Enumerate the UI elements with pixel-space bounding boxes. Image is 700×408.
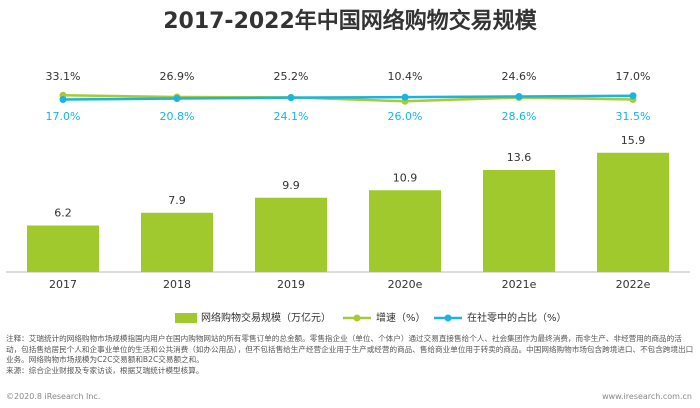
line (62, 94, 634, 101)
data-label: 28.6% (502, 110, 537, 123)
data-label: 26.0% (388, 110, 423, 123)
source: 来源：综合企业财报及专家访谈，根据艾瑞统计模型核算。 (6, 365, 204, 375)
note: 注释：艾瑞统计的网络购物市场规模指国内用户在国内购物网站的所有零售订单的总金额。… (6, 334, 694, 365)
bar (369, 190, 441, 272)
x-tick-label: 2018 (163, 278, 191, 291)
data-label: 10.4% (388, 70, 423, 83)
bar (255, 197, 327, 272)
bar (27, 225, 99, 272)
line-marker (287, 94, 295, 102)
legend-swatch (175, 313, 197, 323)
line (62, 94, 634, 103)
legend-label: 在社零中的占比（%） (467, 311, 567, 324)
legend-label: 网络购物交易规模（万亿元） (201, 311, 331, 324)
website: www.iresearch.com.cn (602, 392, 692, 401)
bar (597, 152, 669, 272)
line-marker (59, 96, 67, 104)
legend-label: 增速（%） (376, 311, 426, 324)
line-marker (515, 92, 523, 100)
data-label: 24.1% (274, 110, 309, 123)
data-label: 9.9 (282, 179, 300, 192)
x-tick-label: 2021e (502, 278, 537, 291)
x-tick-label: 2022e (616, 278, 651, 291)
copyright: ©2020.8 iResearch Inc. (6, 392, 101, 401)
line-marker (629, 92, 637, 100)
data-label: 26.9% (160, 70, 195, 83)
chart-title: 2017-2022年中国网络购物交易规模 (163, 8, 538, 34)
data-label: 25.2% (274, 70, 309, 83)
x-tick-label: 2017 (49, 278, 77, 291)
data-label: 20.8% (160, 110, 195, 123)
x-tick-label: 2019 (277, 278, 305, 291)
data-label: 10.9 (393, 171, 418, 184)
data-label: 24.6% (502, 70, 537, 83)
bar (141, 212, 213, 272)
data-label: 31.5% (616, 110, 651, 123)
line-marker (401, 93, 409, 101)
data-label: 17.0% (46, 110, 81, 123)
x-tick-label: 2020e (388, 278, 423, 291)
legend-swatch (444, 314, 452, 322)
chart: 2017-2022年中国网络购物交易规模 2017 2018 2019 2020e 20… (6, 8, 690, 324)
line-marker (173, 95, 181, 103)
data-label: 17.0% (616, 70, 651, 83)
data-label: 13.6 (507, 151, 532, 164)
legend-swatch (353, 314, 361, 322)
data-label: 15.9 (621, 134, 646, 147)
data-label: 7.9 (168, 194, 186, 207)
bar (483, 170, 555, 272)
notes: 注释：艾瑞统计的网络购物市场规模指国内用户在国内购物网站的所有零售订单的总金额。… (6, 334, 694, 376)
data-label: 33.1% (46, 70, 81, 83)
data-label: 6.2 (54, 207, 72, 220)
